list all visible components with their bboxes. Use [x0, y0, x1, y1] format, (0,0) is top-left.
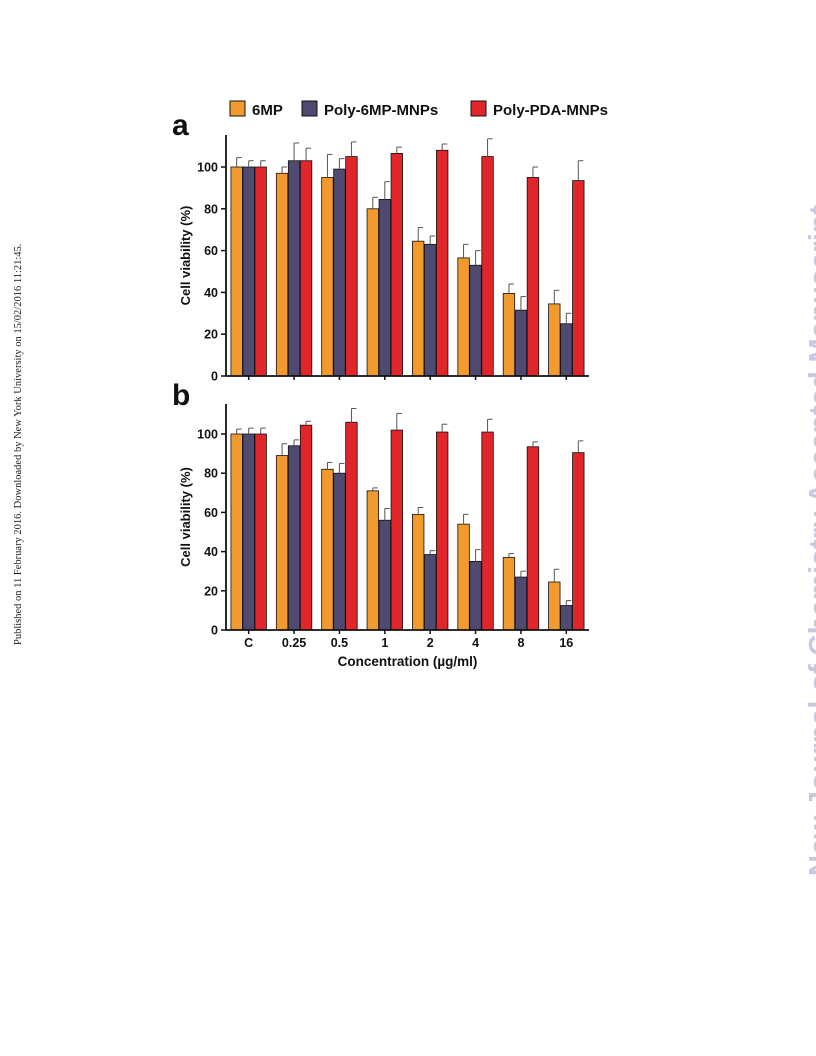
bar-b-3-1 [378, 519, 391, 631]
x-tick-label-6: 8 [517, 636, 524, 650]
y-tick-label-a-100: 100 [197, 161, 218, 175]
bar-a-7-2 [572, 180, 585, 377]
y-tick-label-a-40: 40 [204, 286, 218, 300]
legend-label-0: 6MP [252, 102, 283, 119]
y-tick-label-a-20: 20 [204, 328, 218, 342]
y-tick-label-b-80: 80 [204, 467, 218, 481]
y-tick-label-a-0: 0 [211, 370, 218, 384]
bar-b-1-0 [275, 455, 289, 631]
bar-b-4-0 [412, 513, 425, 631]
x-tick-label-3: 1 [381, 636, 388, 650]
panel-letter-a: a [172, 109, 189, 142]
bar-b-6-2 [526, 446, 540, 631]
bar-a-1-2 [299, 160, 313, 377]
bar-a-6-1 [514, 309, 528, 377]
bar-b-0-2 [254, 433, 267, 631]
bar-a-1-1 [287, 160, 301, 377]
x-tick-label-5: 4 [472, 636, 479, 650]
panel-letter-b: b [172, 379, 190, 412]
y-tick-label-b-20: 20 [204, 584, 218, 598]
bar-b-7-0 [548, 581, 561, 631]
bar-a-6-2 [526, 177, 540, 377]
bar-b-6-1 [514, 576, 528, 631]
bar-a-4-0 [412, 240, 425, 377]
bar-b-6-0 [502, 557, 516, 631]
bar-b-0-1 [242, 433, 255, 631]
bar-a-0-0 [230, 166, 243, 377]
bar-b-2-0 [321, 468, 334, 631]
bar-a-3-2 [390, 153, 403, 377]
bar-a-2-1 [333, 168, 346, 377]
bar-b-5-0 [457, 523, 470, 631]
y-axis-label-a: Cell viability (%) [178, 206, 193, 306]
y-tick-label-b-0: 0 [211, 624, 218, 638]
bar-b-3-0 [366, 490, 379, 631]
x-tick-label-4: 2 [427, 636, 434, 650]
legend-swatch-0 [229, 100, 246, 117]
bar-b-4-1 [424, 554, 437, 631]
y-axis-label-b: Cell viability (%) [178, 467, 193, 567]
bar-a-0-1 [242, 166, 255, 377]
x-tick-label-7: 16 [559, 636, 573, 650]
bar-b-4-2 [436, 431, 449, 631]
bar-a-4-1 [424, 243, 437, 377]
legend-label-1: Poly-6MP-MNPs [324, 102, 438, 119]
bar-a-7-1 [560, 323, 573, 377]
bar-a-5-0 [457, 257, 470, 377]
x-tick-label-0: C [244, 636, 253, 650]
bar-a-7-0 [548, 303, 561, 377]
y-tick-label-a-80: 80 [204, 202, 218, 216]
x-axis-label: Concentration (µg/ml) [338, 654, 478, 669]
y-tick-label-b-40: 40 [204, 545, 218, 559]
bar-b-1-2 [299, 424, 313, 631]
y-tick-label-b-60: 60 [204, 506, 218, 520]
bar-a-0-2 [254, 166, 267, 377]
bar-a-4-2 [436, 149, 449, 377]
bar-a-5-1 [469, 264, 482, 377]
bar-a-3-0 [366, 208, 379, 377]
bar-a-3-1 [378, 198, 391, 377]
bar-b-0-0 [230, 433, 243, 631]
y-tick-label-b-100: 100 [197, 428, 218, 442]
bar-b-7-2 [572, 452, 585, 631]
bar-b-7-1 [560, 605, 573, 631]
bar-b-5-2 [481, 431, 494, 631]
bar-a-2-2 [345, 156, 358, 377]
x-tick-label-1: 0.25 [282, 636, 306, 650]
x-tick-label-2: 0.5 [331, 636, 348, 650]
legend-label-2: Poly-PDA-MNPs [493, 102, 608, 119]
bar-b-1-1 [287, 445, 301, 631]
y-tick-label-a-60: 60 [204, 244, 218, 258]
bar-b-3-2 [390, 429, 403, 631]
bar-a-1-0 [275, 172, 289, 377]
bar-a-6-0 [502, 293, 516, 377]
bar-a-5-2 [481, 156, 494, 377]
bar-b-5-1 [469, 561, 482, 631]
bar-a-2-0 [321, 177, 334, 377]
bar-b-2-2 [345, 421, 358, 631]
bar-b-2-1 [333, 472, 346, 631]
legend-swatch-1 [301, 100, 318, 117]
legend-swatch-2 [470, 100, 487, 117]
